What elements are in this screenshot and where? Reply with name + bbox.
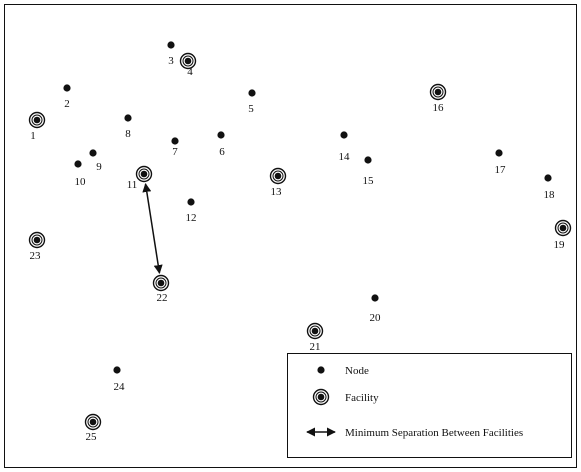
facility-ring-inner [155, 277, 167, 289]
node-dot [167, 41, 175, 49]
node-5: 5 [248, 89, 256, 115]
legend-separation-label: Minimum Separation Between Facilities [345, 427, 523, 439]
node-dot [340, 131, 348, 139]
legend-facility-marker [312, 388, 330, 406]
node-label: 11 [127, 179, 138, 191]
node-label: 5 [248, 103, 254, 115]
legend: Node Facility Minimum Separation Between… [287, 353, 572, 458]
node-label: 6 [219, 146, 225, 158]
node-12: 12 [186, 198, 197, 224]
facility-19: 19 [554, 219, 572, 251]
node-label: 2 [64, 98, 70, 110]
facility-ring-inner [557, 222, 569, 234]
node-18: 18 [544, 174, 556, 201]
node-dot [124, 114, 132, 122]
facility-dot [184, 57, 192, 65]
node-label: 21 [310, 341, 321, 353]
node-24: 24 [113, 366, 125, 393]
node-label: 16 [433, 102, 445, 114]
facility-dot [140, 170, 148, 178]
facility-ring-inner [182, 55, 194, 67]
facility-dot [157, 279, 165, 287]
node-dot [248, 89, 256, 97]
node-label: 15 [363, 175, 375, 187]
node-9: 9 [89, 149, 102, 173]
node-label: 23 [30, 250, 42, 262]
node-label: 25 [86, 431, 98, 443]
node-2: 2 [63, 84, 71, 110]
node-label: 17 [495, 164, 507, 176]
node-8: 8 [124, 114, 132, 140]
node-label: 3 [168, 55, 174, 67]
node-dot [171, 137, 179, 145]
facility-4: 4 [179, 52, 197, 78]
node-label: 7 [172, 146, 178, 158]
facility-dot [33, 116, 41, 124]
node-20: 20 [370, 294, 382, 324]
separation-layer [142, 182, 163, 275]
facility-dot [89, 418, 97, 426]
facility-ring-inner [138, 168, 150, 180]
node-label: 12 [186, 212, 197, 224]
node-label: 9 [96, 161, 102, 173]
diagram-border [4, 4, 577, 468]
node-7: 7 [171, 137, 179, 158]
facility-11: 11 [127, 165, 153, 191]
node-label: 14 [339, 151, 351, 163]
node-label: 8 [125, 128, 131, 140]
facility-21: 21 [306, 322, 324, 353]
facility-dot [311, 327, 319, 335]
node-17: 17 [495, 149, 507, 176]
legend-facility-label: Facility [345, 392, 379, 404]
node-dot [63, 84, 71, 92]
node-label: 4 [187, 66, 193, 78]
facility-ring-inner [31, 114, 43, 126]
facility-ring-inner [272, 170, 284, 182]
facility-1: 1 [28, 111, 46, 142]
facility-ring-inner [87, 416, 99, 428]
node-14: 14 [339, 131, 351, 163]
node-3: 3 [167, 41, 175, 67]
legend-node-label: Node [345, 365, 369, 377]
node-label: 19 [554, 239, 566, 251]
legend-box [287, 353, 572, 458]
node-label: 1 [30, 130, 36, 142]
facility-ring-inner [432, 86, 444, 98]
node-10: 10 [74, 160, 86, 188]
legend-node-marker [317, 366, 325, 374]
node-label: 22 [157, 292, 168, 304]
node-dot [544, 174, 552, 182]
node-dot [74, 160, 82, 168]
node-label: 10 [75, 176, 87, 188]
node-15: 15 [363, 156, 375, 187]
facility-dot [33, 236, 41, 244]
facility-dot [434, 88, 442, 96]
facility-ring-inner [309, 325, 321, 337]
node-label: 13 [271, 186, 283, 198]
node-label: 24 [114, 381, 126, 393]
facility-dot [559, 224, 567, 232]
node-dot [217, 131, 225, 139]
node-dot [113, 366, 121, 374]
node-dot [187, 198, 195, 206]
facility-ring-inner [31, 234, 43, 246]
node-dot [89, 149, 97, 157]
node-dot [495, 149, 503, 157]
facility-13: 13 [269, 167, 287, 198]
facility-23: 23 [28, 231, 46, 262]
facility-22: 22 [152, 274, 170, 304]
node-6: 6 [217, 131, 225, 158]
facility-16: 16 [429, 83, 447, 114]
node-label: 18 [544, 189, 556, 201]
node-label: 20 [370, 312, 382, 324]
facility-dot [274, 172, 282, 180]
facility-25: 25 [84, 413, 102, 443]
separation-arrow [142, 182, 163, 275]
node-dot [371, 294, 379, 302]
node-dot [364, 156, 372, 164]
